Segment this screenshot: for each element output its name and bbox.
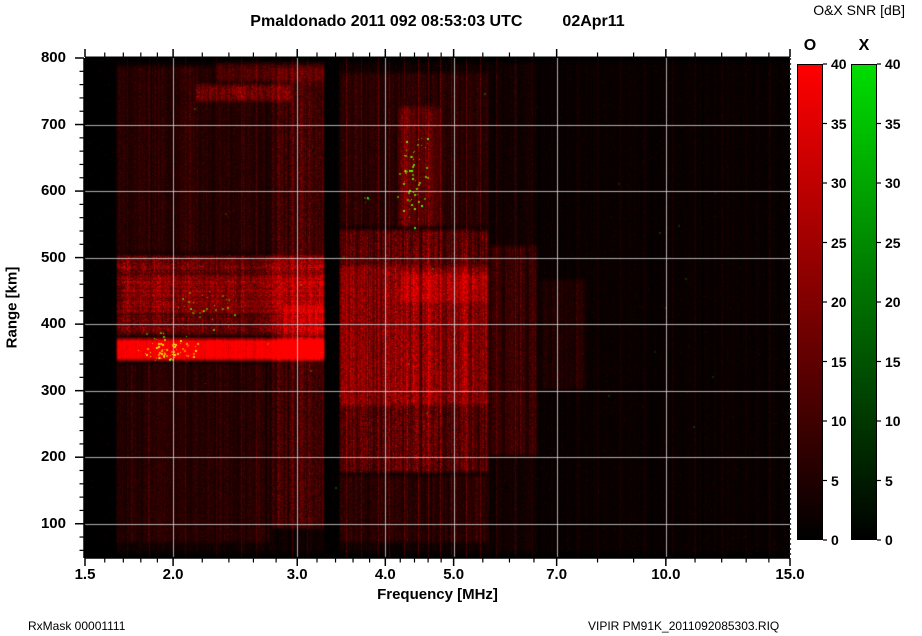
y-tick-label: 200: [40, 448, 66, 466]
colorbar-x: [851, 64, 877, 540]
colorbar-tick-label: 10: [885, 413, 901, 429]
colorbar-tick-label: 5: [831, 472, 839, 489]
colorbar-tick-label: 40: [831, 56, 847, 72]
colorbar-tick-label: 25: [831, 234, 847, 251]
colorbar-tick-label: 15: [885, 353, 901, 370]
y-tick-label: 600: [40, 182, 66, 200]
colorbar-tick-label: 5: [885, 472, 893, 489]
colorbar-tick-label: 25: [885, 234, 901, 251]
colorbar-tick-label: 30: [831, 175, 847, 191]
colorbar-title: O&X SNR [dB]: [813, 2, 905, 18]
y-tick-label: 100: [40, 514, 66, 532]
colorbar-tick-label: 35: [831, 115, 847, 132]
colorbar-tick-label: 0: [885, 532, 893, 548]
colorbar-mode-label: O: [803, 37, 817, 54]
colorbar-mode-label: X: [858, 37, 870, 54]
y-tick-label: 300: [40, 381, 66, 399]
colorbar-tick-label: 0: [831, 532, 839, 548]
plot-date: 02Apr11: [562, 13, 625, 30]
y-tick-label: 400: [40, 315, 66, 333]
colorbar-tick-label: 35: [885, 115, 901, 132]
y-tick-label: 500: [40, 248, 66, 266]
x-axis-label: Frequency [MHz]: [377, 586, 498, 603]
plot-header: Pmaldonado 2011 092 08:53:03 UTC 02Apr11: [85, 13, 790, 31]
colorbar-tick-label: 40: [885, 56, 901, 72]
x-tick-label: 5.0: [443, 566, 465, 583]
filename-label: VIPIR PM91K_2011092085303.RIQ: [588, 619, 780, 633]
rxmask-label: RxMask 00001111: [28, 619, 126, 633]
colorbar-tick-label: 20: [885, 294, 901, 310]
x-tick-label: 7.0: [546, 566, 568, 583]
x-tick-label: 1.5: [74, 566, 96, 583]
colorbar-tick-label: 30: [885, 175, 901, 191]
x-tick-label: 3.0: [286, 566, 308, 583]
x-tick-label: 4.0: [374, 566, 396, 583]
colorbar-tick-label: 10: [831, 413, 847, 429]
colorbar-tick-label: 15: [831, 353, 847, 370]
ionogram-heatmap: [85, 58, 790, 557]
plot-title: Pmaldonado 2011 092 08:53:03 UTC: [250, 13, 523, 30]
y-axis-label: Range [km]: [3, 266, 21, 349]
colorbar-o: [797, 64, 823, 540]
x-tick-label: 2.0: [162, 566, 184, 583]
y-tick-label: 800: [40, 49, 66, 66]
x-tick-label: 15.0: [775, 566, 805, 583]
x-tick-label: 10.0: [651, 566, 681, 583]
y-tick-label: 700: [40, 115, 66, 133]
colorbar-tick-label: 20: [831, 294, 847, 310]
